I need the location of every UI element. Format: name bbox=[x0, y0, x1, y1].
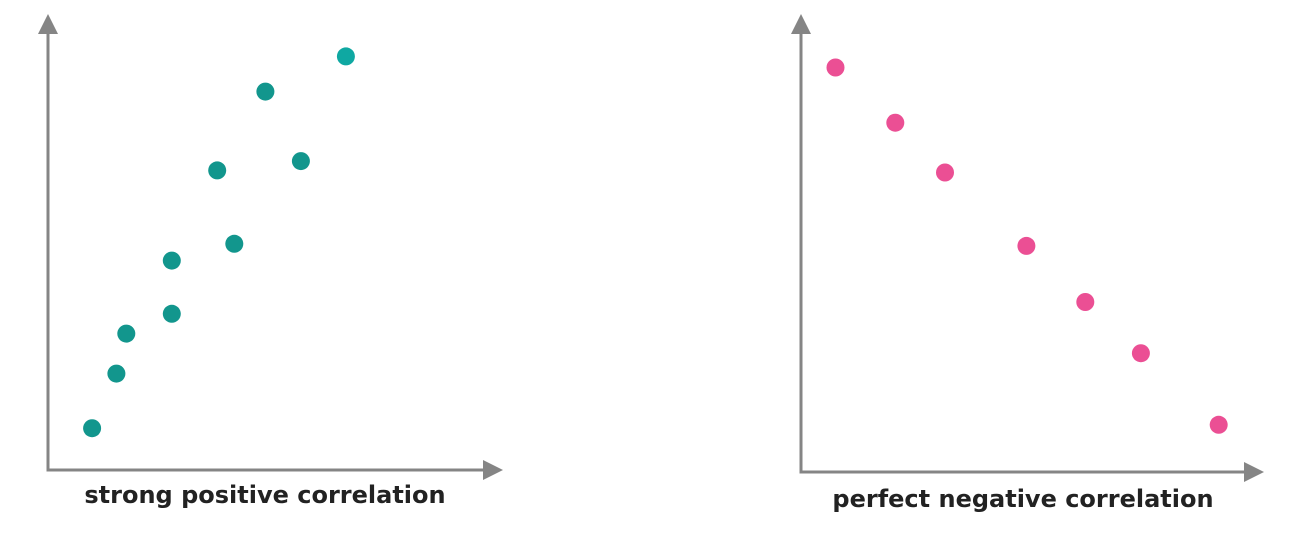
positive-data-point-5 bbox=[162, 251, 181, 270]
positive-data-point-8 bbox=[291, 152, 310, 171]
positive-data-point-3 bbox=[117, 324, 136, 343]
positive-chart-points bbox=[83, 47, 355, 438]
positive-data-point-7 bbox=[208, 161, 227, 180]
negative-y-axis-arrow bbox=[791, 14, 811, 34]
negative-chart-points bbox=[826, 58, 1228, 434]
negative-chart-axes bbox=[791, 14, 1264, 482]
positive-data-point-2 bbox=[107, 364, 126, 383]
positive-chart-title: strong positive correlation bbox=[84, 481, 445, 509]
negative-correlation-chart: perfect negative correlation bbox=[791, 14, 1264, 513]
negative-data-point-1 bbox=[826, 58, 845, 77]
negative-data-point-7 bbox=[1209, 415, 1228, 434]
positive-chart-axes bbox=[38, 14, 503, 480]
negative-data-point-3 bbox=[936, 163, 954, 182]
negative-data-point-4 bbox=[1017, 236, 1036, 255]
negative-chart-title: perfect negative correlation bbox=[832, 485, 1213, 513]
positive-y-axis-arrow bbox=[38, 14, 58, 34]
negative-data-point-2 bbox=[886, 113, 905, 132]
positive-x-axis-arrow bbox=[483, 460, 503, 480]
positive-data-point-4 bbox=[162, 304, 181, 323]
positive-correlation-chart: strong positive correlation bbox=[38, 14, 503, 509]
positive-data-point-6 bbox=[225, 234, 244, 253]
negative-data-point-5 bbox=[1076, 293, 1095, 311]
negative-x-axis-arrow bbox=[1244, 462, 1264, 482]
negative-data-point-6 bbox=[1131, 344, 1150, 363]
positive-data-point-9 bbox=[256, 82, 275, 101]
positive-data-point-10 bbox=[336, 47, 355, 66]
positive-data-point-1 bbox=[83, 419, 102, 438]
